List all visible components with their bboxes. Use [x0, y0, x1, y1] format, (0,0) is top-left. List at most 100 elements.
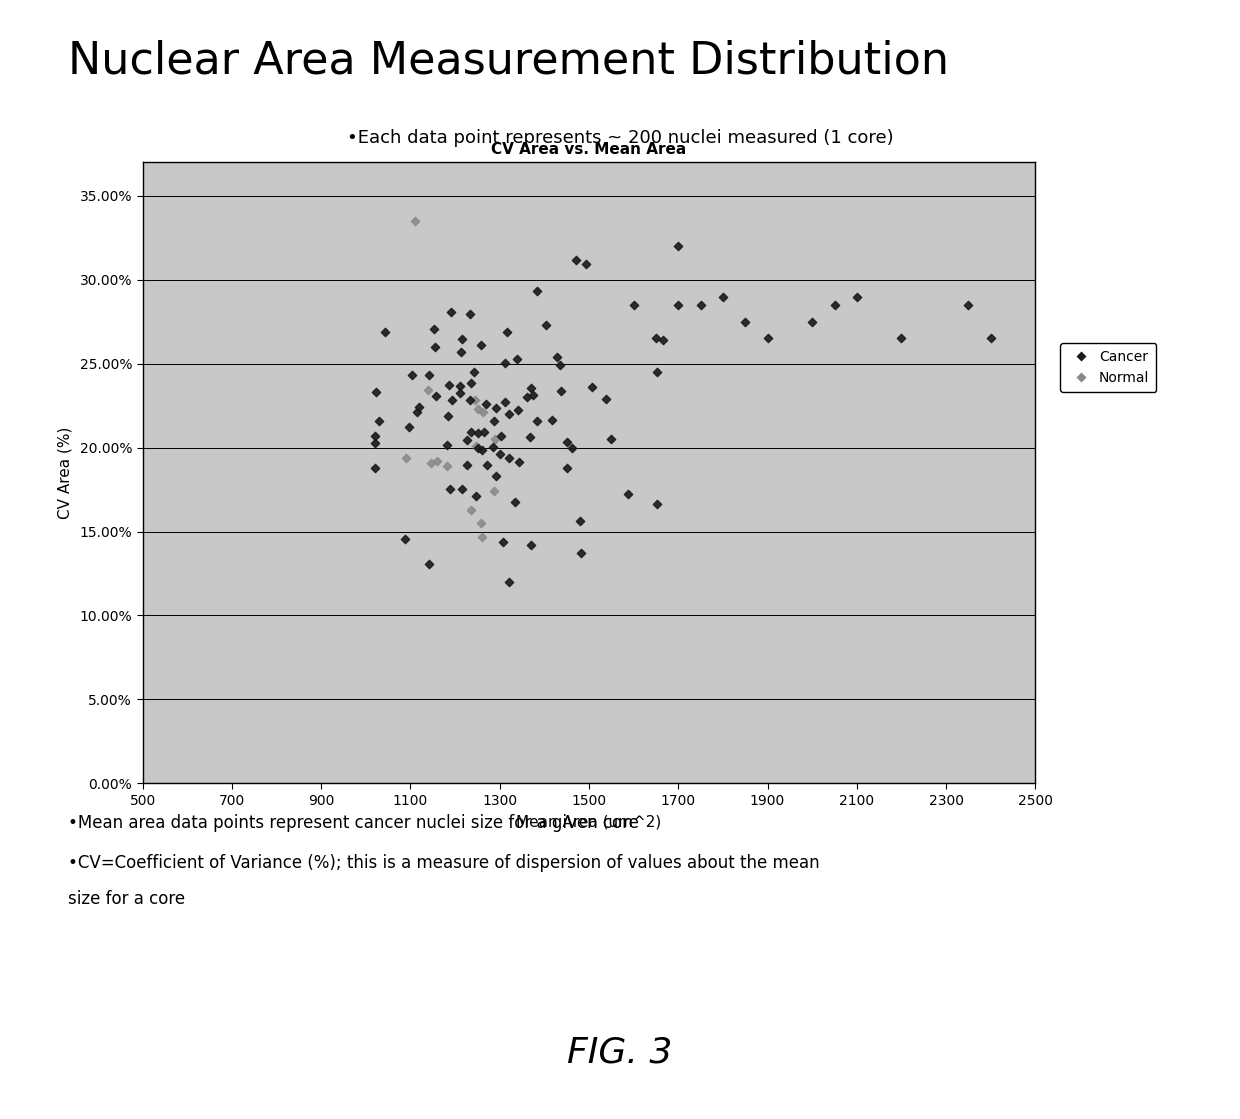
Cancer [402, 366, 422, 384]
Normal [484, 482, 503, 500]
Cancer [453, 330, 472, 348]
Cancer [490, 445, 510, 463]
Text: •Each data point represents ~ 200 nuclei measured (1 core): •Each data point represents ~ 200 nuclei… [347, 129, 893, 147]
Cancer [647, 364, 667, 382]
Cancer [396, 530, 415, 548]
Cancer [691, 297, 711, 314]
Cancer [471, 441, 491, 459]
Cancer [464, 363, 484, 380]
Cancer [510, 453, 529, 471]
Cancer [981, 329, 1001, 347]
Cancer [365, 459, 384, 477]
Cancer [368, 412, 388, 430]
Cancer [523, 386, 543, 404]
Cancer [476, 457, 496, 474]
Cancer [527, 282, 547, 300]
Cancer [517, 388, 537, 406]
Cancer [461, 423, 481, 441]
Cancer [486, 399, 506, 417]
Cancer [537, 317, 557, 335]
Cancer [458, 431, 477, 449]
Cancer [583, 378, 603, 396]
Cancer [374, 322, 394, 340]
Cancer [460, 305, 480, 323]
Cancer [461, 374, 481, 392]
Cancer [438, 406, 458, 424]
Cancer [505, 492, 525, 510]
Cancer [577, 255, 596, 273]
Cancer [542, 412, 562, 430]
Cancer [713, 288, 733, 305]
Cancer [557, 433, 577, 451]
Cancer [425, 338, 445, 356]
Cancer [451, 344, 471, 361]
Cancer [491, 426, 511, 444]
Cancer [427, 387, 446, 405]
Legend: Cancer, Normal: Cancer, Normal [1060, 344, 1157, 392]
Cancer [495, 393, 515, 411]
Cancer [496, 355, 516, 373]
Normal [467, 399, 487, 417]
Cancer [440, 480, 460, 498]
Normal [471, 514, 491, 532]
Cancer [498, 573, 518, 591]
Cancer [399, 417, 419, 435]
Normal [486, 430, 506, 448]
Cancer [438, 436, 458, 454]
Normal [472, 528, 492, 546]
Cancer [562, 439, 582, 457]
Cancer [567, 251, 587, 269]
Cancer [647, 495, 667, 513]
Cancer [557, 459, 577, 477]
Title: CV Area vs. Mean Area: CV Area vs. Mean Area [491, 142, 687, 157]
Cancer [570, 511, 590, 529]
Cancer [408, 403, 428, 421]
Cancer [466, 487, 486, 505]
Cancer [484, 413, 503, 431]
Cancer [551, 382, 570, 399]
Cancer [492, 533, 512, 551]
X-axis label: Mean Area (um^2): Mean Area (um^2) [516, 815, 662, 829]
Cancer [735, 312, 755, 330]
Cancer [365, 427, 384, 445]
Cancer [467, 424, 487, 442]
Cancer [424, 320, 444, 338]
Cancer [758, 329, 777, 347]
Y-axis label: CV Area (%): CV Area (%) [57, 426, 73, 519]
Cancer [959, 297, 978, 314]
Normal [472, 403, 492, 421]
Cancer [366, 384, 386, 402]
Text: FIG. 3: FIG. 3 [568, 1035, 672, 1069]
Cancer [409, 397, 429, 415]
Cancer [484, 439, 503, 457]
Cancer [419, 555, 439, 573]
Normal [438, 458, 458, 476]
Cancer [508, 401, 528, 419]
Cancer [476, 395, 496, 413]
Normal [428, 452, 448, 470]
Cancer [450, 377, 470, 395]
Normal [405, 211, 425, 229]
Normal [396, 449, 415, 467]
Cancer [500, 405, 520, 423]
Cancer [521, 379, 541, 397]
Cancer [497, 323, 517, 341]
Cancer [547, 348, 567, 366]
Normal [465, 392, 485, 410]
Cancer [624, 297, 644, 314]
Text: •CV=Coefficient of Variance (%); this is a measure of dispersion of values about: •CV=Coefficient of Variance (%); this is… [68, 854, 820, 872]
Cancer [450, 384, 470, 402]
Cancer [443, 391, 463, 408]
Cancer [458, 455, 477, 473]
Cancer [652, 331, 672, 349]
Cancer [475, 423, 495, 441]
Cancer [486, 468, 506, 486]
Cancer [460, 391, 480, 408]
Normal [466, 436, 486, 454]
Cancer [549, 356, 569, 374]
Cancer [668, 297, 688, 314]
Cancer [572, 545, 591, 563]
Cancer [646, 329, 666, 347]
Cancer [365, 434, 384, 452]
Cancer [527, 412, 547, 430]
